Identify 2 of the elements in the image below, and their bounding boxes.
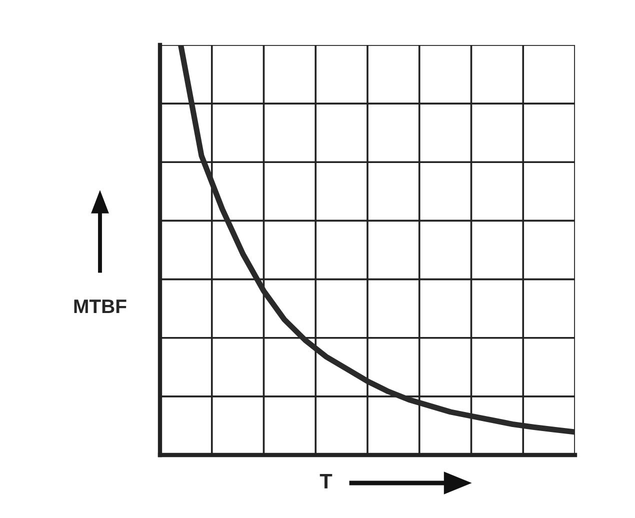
x-axis-title: T xyxy=(320,474,332,488)
y-axis-title: MTBF xyxy=(74,300,126,314)
